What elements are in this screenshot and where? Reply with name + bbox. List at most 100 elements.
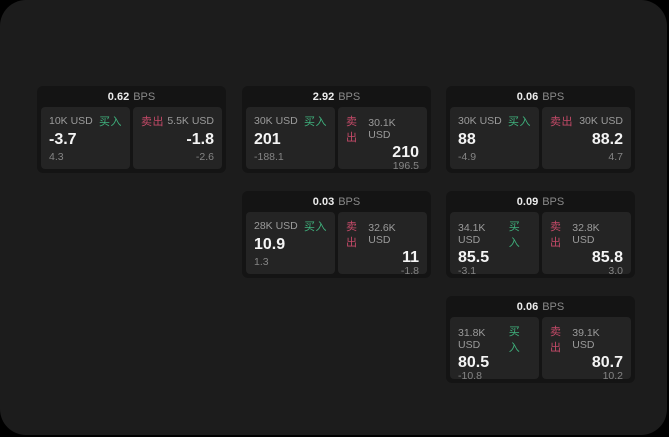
sell-tile[interactable]: 卖出 30.1K USD 210 196.5 <box>338 107 427 172</box>
sell-sub-value: 3.0 <box>608 265 623 277</box>
buy-amount: 10K USD <box>49 115 93 127</box>
sell-side-label: 卖出 <box>346 116 358 144</box>
sell-sub-value: -2.6 <box>195 150 214 163</box>
buy-side-label: 买入 <box>508 326 521 354</box>
buy-tile[interactable]: 28K USD 买入 10.9 1.3 <box>246 212 335 274</box>
quote-card-body: 30K USD 买入 88 -4.9 卖出 30K USD 88.2 4.7 <box>446 107 635 173</box>
sell-price: 210 <box>392 144 419 161</box>
sell-tile[interactable]: 卖出 39.1K USD 80.7 10.2 <box>542 317 631 382</box>
buy-tile[interactable]: 34.1K USD 买入 85.5 -3.1 <box>450 212 539 277</box>
sell-amount: 5.5K USD <box>167 115 214 127</box>
buy-tile-header: 30K USD 买入 <box>254 113 327 129</box>
sell-tile[interactable]: 卖出 30K USD 88.2 4.7 <box>542 107 631 169</box>
sell-price: -1.8 <box>186 131 214 149</box>
quote-card-4: 0.03 BPS 28K USD 买入 10.9 1.3 卖出 32.6K US… <box>242 191 431 278</box>
quote-card-2: 2.92 BPS 30K USD 买入 201 -188.1 卖出 30.1K … <box>242 86 431 173</box>
sell-tile-header: 卖出 32.8K USD <box>550 218 623 250</box>
buy-price: 88 <box>458 131 476 149</box>
buy-tile-header: 31.8K USD 买入 <box>458 323 531 355</box>
quote-card-body: 30K USD 买入 201 -188.1 卖出 30.1K USD 210 1… <box>242 107 431 173</box>
sell-side-label: 卖出 <box>550 116 573 128</box>
bps-value: 0.06 <box>516 300 539 313</box>
sell-tile-header: 卖出 30.1K USD <box>346 113 419 145</box>
buy-amount: 30K USD <box>458 115 502 127</box>
sell-sub-value: 4.7 <box>608 150 623 163</box>
bps-header: 0.62 BPS <box>37 86 226 107</box>
sell-sub-value: 10.2 <box>602 370 623 382</box>
sell-side-label: 卖出 <box>141 116 164 128</box>
sell-amount: 30.1K USD <box>368 117 396 141</box>
sell-amount: 39.1K USD <box>572 327 600 351</box>
bps-unit-label: BPS <box>338 195 361 208</box>
buy-price: 85.5 <box>458 249 490 266</box>
buy-price: 10.9 <box>254 236 286 254</box>
buy-amount: 30K USD <box>254 115 298 127</box>
sell-price: 80.7 <box>591 354 623 371</box>
buy-sub-value: -3.1 <box>458 265 477 277</box>
sell-side-label: 卖出 <box>550 326 562 354</box>
bps-header: 2.92 BPS <box>242 86 431 107</box>
quote-card-3: 0.06 BPS 30K USD 买入 88 -4.9 卖出 30K USD 8… <box>446 86 635 173</box>
bps-value: 0.03 <box>312 195 335 208</box>
buy-amount: 34.1K USD <box>458 222 486 246</box>
sell-side-label: 卖出 <box>346 221 358 249</box>
sell-tile-header: 卖出 5.5K USD <box>141 113 214 129</box>
sell-tile[interactable]: 卖出 5.5K USD -1.8 -2.6 <box>133 107 222 169</box>
sell-sub-value: 196.5 <box>392 160 419 172</box>
buy-tile-header: 10K USD 买入 <box>49 113 122 129</box>
buy-side-label: 买入 <box>304 116 327 128</box>
sell-amount: 32.8K USD <box>572 222 600 246</box>
sell-sub-value: -1.8 <box>400 265 419 277</box>
bps-value: 0.62 <box>107 90 130 103</box>
bps-unit-label: BPS <box>542 195 565 208</box>
sell-price: 85.8 <box>591 249 623 266</box>
bps-value: 0.09 <box>516 195 539 208</box>
buy-tile-header: 30K USD 买入 <box>458 113 531 129</box>
buy-sub-value: -188.1 <box>254 150 284 163</box>
sell-tile[interactable]: 卖出 32.8K USD 85.8 3.0 <box>542 212 631 277</box>
quote-card-1: 0.62 BPS 10K USD 买入 -3.7 4.3 卖出 5.5K USD… <box>37 86 226 173</box>
buy-price: 201 <box>254 131 281 149</box>
sell-amount: 30K USD <box>579 115 623 127</box>
buy-tile[interactable]: 10K USD 买入 -3.7 4.3 <box>41 107 130 169</box>
bps-header: 0.06 BPS <box>446 296 635 317</box>
quote-card-body: 31.8K USD 买入 80.5 -10.8 卖出 39.1K USD 80.… <box>446 317 635 383</box>
buy-price: 80.5 <box>458 354 490 371</box>
bps-unit-label: BPS <box>542 90 565 103</box>
quote-card-6: 0.06 BPS 31.8K USD 买入 80.5 -10.8 卖出 39.1… <box>446 296 635 383</box>
buy-sub-value: -10.8 <box>458 370 482 382</box>
buy-tile-header: 28K USD 买入 <box>254 218 327 234</box>
sell-tile-header: 卖出 30K USD <box>550 113 623 129</box>
buy-sub-value: -4.9 <box>458 150 477 163</box>
quote-card-body: 34.1K USD 买入 85.5 -3.1 卖出 32.8K USD 85.8… <box>446 212 635 278</box>
bps-value: 2.92 <box>312 90 335 103</box>
buy-side-label: 买入 <box>508 116 531 128</box>
sell-price: 88.2 <box>591 131 623 149</box>
sell-price: 11 <box>402 249 419 266</box>
sell-side-label: 卖出 <box>550 221 562 249</box>
buy-sub-value: 4.3 <box>49 150 64 163</box>
bps-header: 0.03 BPS <box>242 191 431 212</box>
buy-tile[interactable]: 30K USD 买入 201 -188.1 <box>246 107 335 169</box>
buy-amount: 31.8K USD <box>458 327 486 351</box>
buy-tile[interactable]: 31.8K USD 买入 80.5 -10.8 <box>450 317 539 382</box>
bps-header: 0.09 BPS <box>446 191 635 212</box>
quote-card-body: 10K USD 买入 -3.7 4.3 卖出 5.5K USD -1.8 -2.… <box>37 107 226 173</box>
buy-tile-header: 34.1K USD 买入 <box>458 218 531 250</box>
buy-amount: 28K USD <box>254 220 298 232</box>
buy-tile[interactable]: 30K USD 买入 88 -4.9 <box>450 107 539 169</box>
buy-side-label: 买入 <box>508 221 521 249</box>
buy-side-label: 买入 <box>99 116 122 128</box>
sell-amount: 32.6K USD <box>368 222 396 246</box>
sell-tile-header: 卖出 39.1K USD <box>550 323 623 355</box>
quote-card-body: 28K USD 买入 10.9 1.3 卖出 32.6K USD 11 -1.8 <box>242 212 431 278</box>
sell-tile-header: 卖出 32.6K USD <box>346 218 419 250</box>
bps-unit-label: BPS <box>542 300 565 313</box>
buy-side-label: 买入 <box>304 221 327 233</box>
quote-card-5: 0.09 BPS 34.1K USD 买入 85.5 -3.1 卖出 32.8K… <box>446 191 635 278</box>
bps-value: 0.06 <box>516 90 539 103</box>
bps-unit-label: BPS <box>133 90 156 103</box>
buy-price: -3.7 <box>49 131 77 149</box>
sell-tile[interactable]: 卖出 32.6K USD 11 -1.8 <box>338 212 427 277</box>
